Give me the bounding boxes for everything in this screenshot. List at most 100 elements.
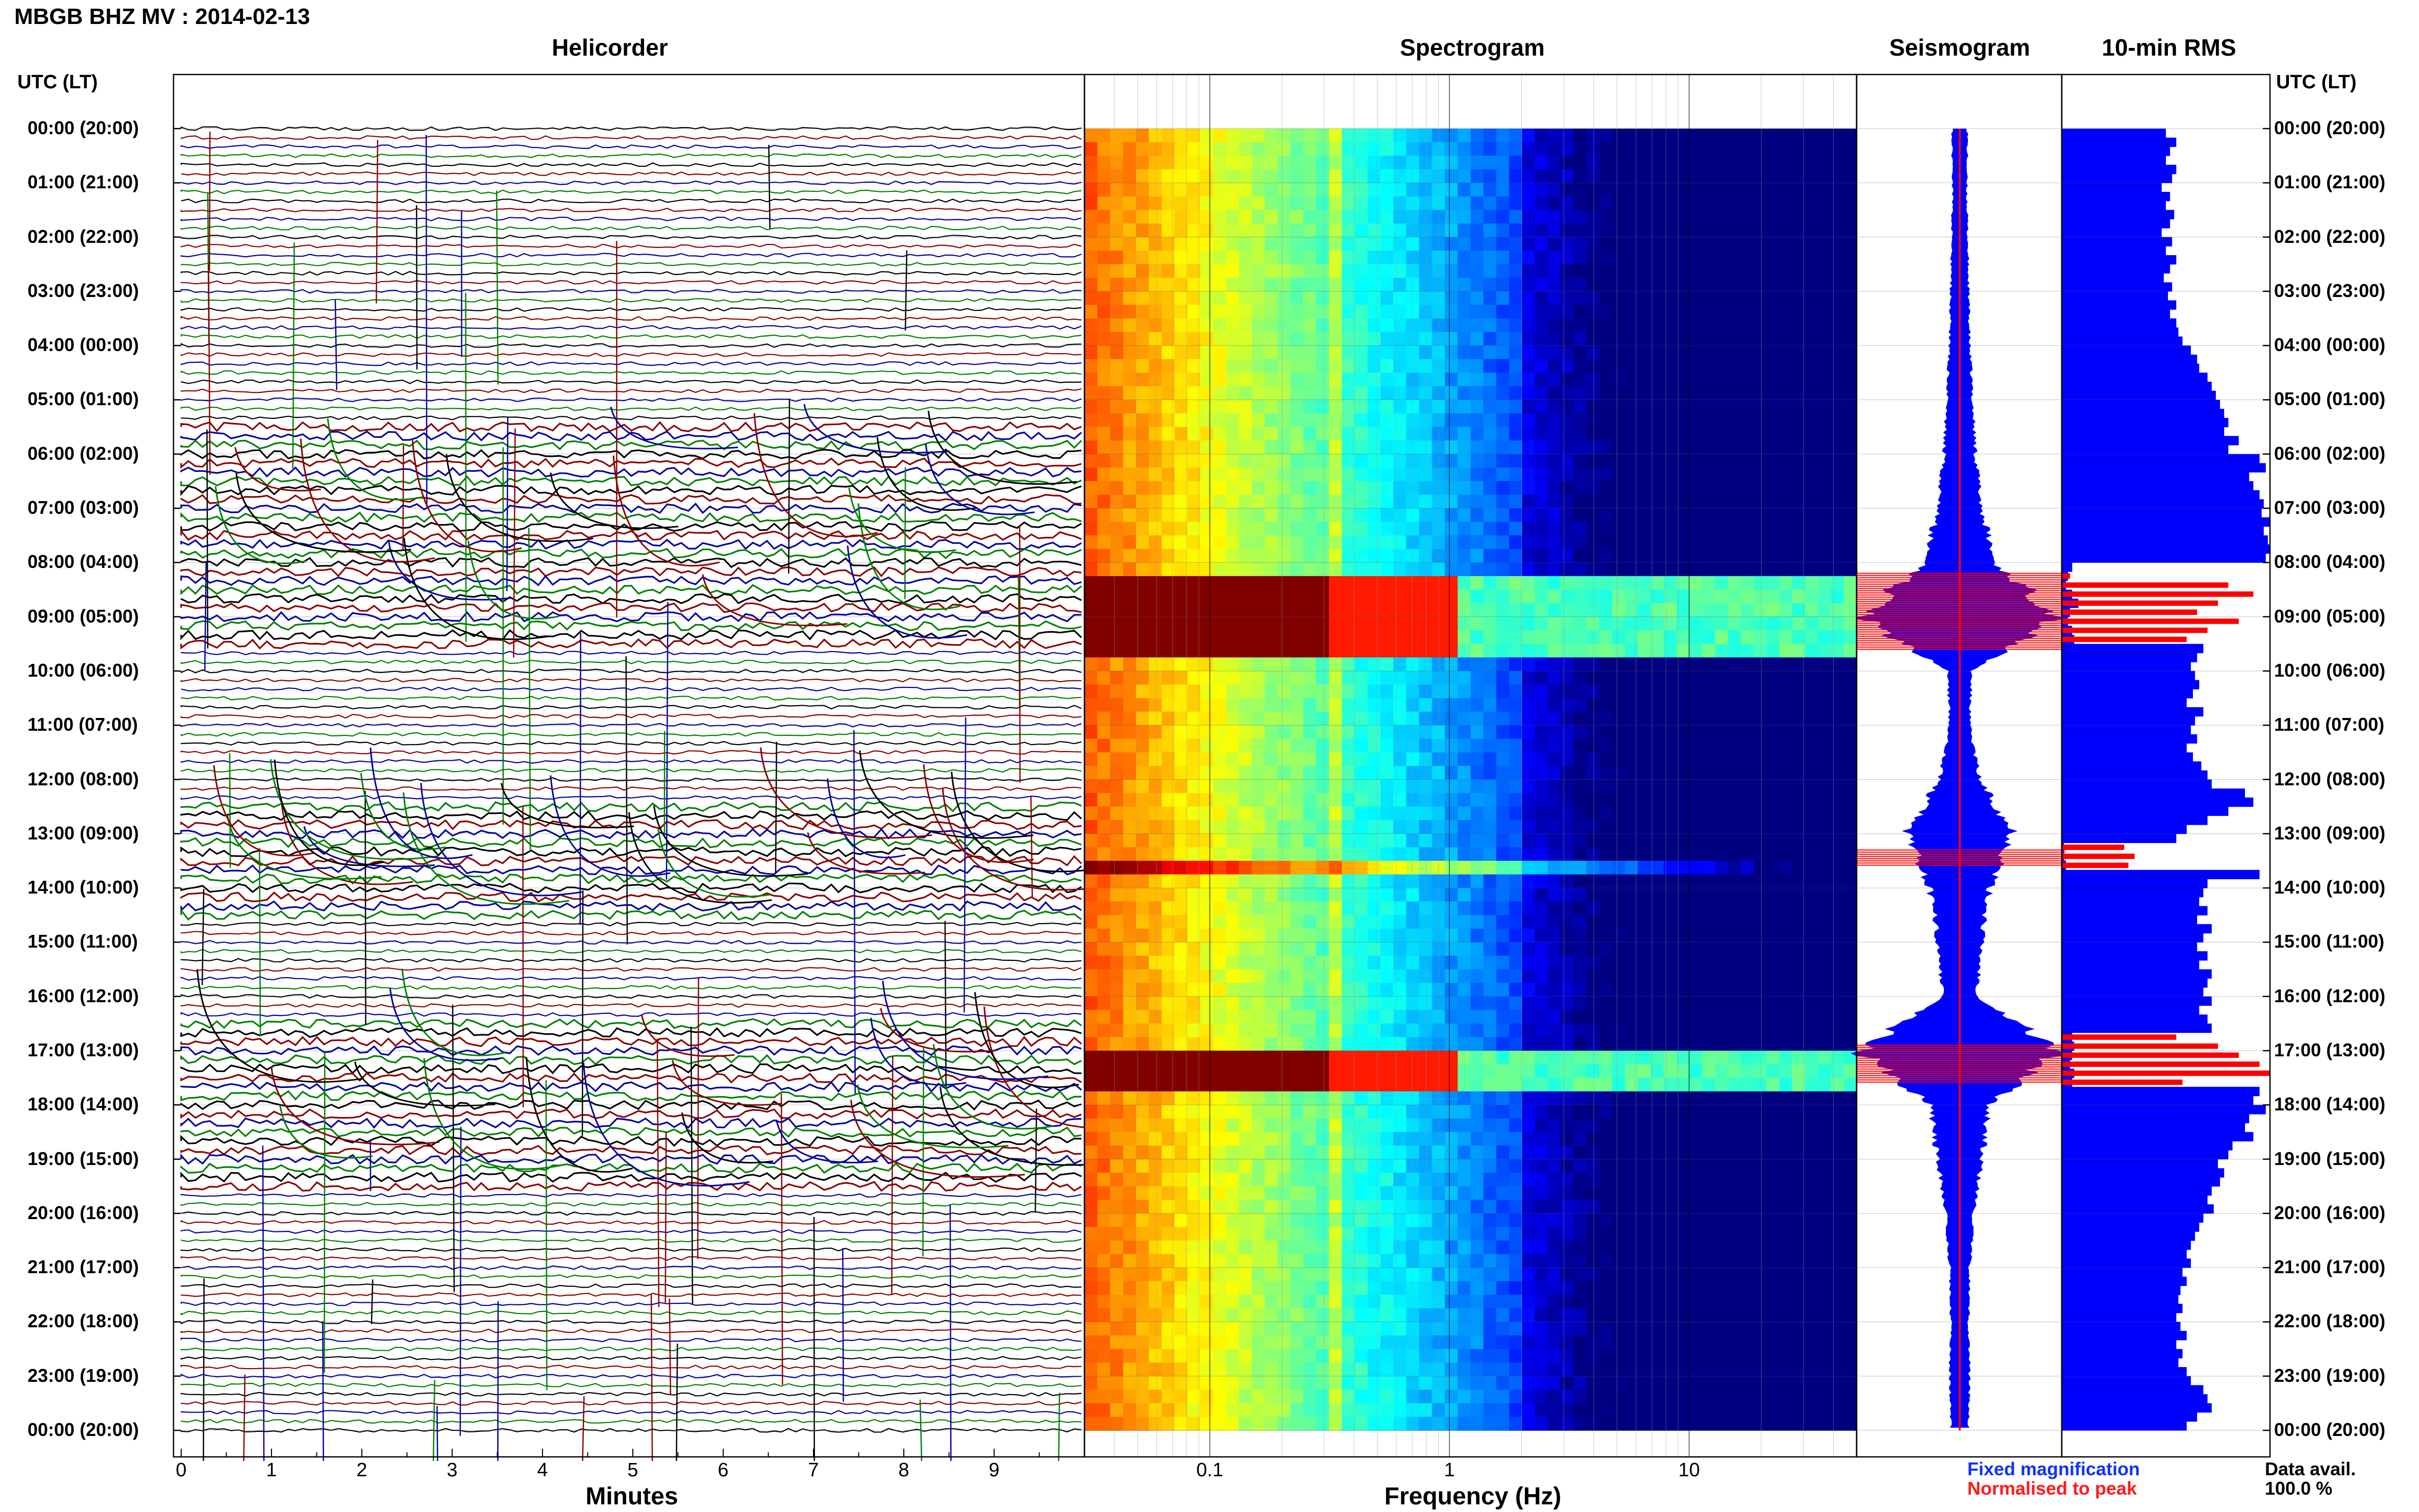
spectrogram-cell (1277, 440, 1291, 455)
spectrogram-cell (1663, 427, 1677, 441)
spectrogram-cell (1149, 224, 1163, 238)
spectrogram-cell (1084, 711, 1098, 726)
spectrogram-cell (1831, 562, 1844, 577)
spectrogram-cell (1265, 494, 1278, 509)
spectrogram-cell (1290, 942, 1304, 956)
spectrogram-cell (1741, 522, 1755, 536)
spectrogram-cell (1393, 820, 1407, 834)
spectrogram-cell (1265, 345, 1278, 360)
spectrogram-cell (1612, 400, 1625, 414)
spectrogram-cell (1187, 427, 1201, 441)
spectrogram-cell (1458, 522, 1471, 536)
spectrogram-cell (1676, 1078, 1690, 1092)
spectrogram-cell (1406, 440, 1420, 455)
spectrogram-cell (1226, 318, 1240, 333)
spectrogram-cell (1174, 983, 1188, 997)
spectrogram-cell (1367, 793, 1381, 807)
spectrogram-cell (1406, 237, 1420, 251)
spectrogram-cell (1149, 264, 1163, 279)
spectrogram-cell (1200, 1118, 1214, 1133)
spectrogram-cell (1354, 1037, 1368, 1051)
spectrogram-cell (1547, 820, 1561, 834)
spectrogram-cell (1419, 576, 1433, 590)
spectrogram-cell (1599, 942, 1613, 956)
spectrogram-cell (1136, 210, 1149, 224)
helicorder-event-trace (939, 1086, 1116, 1166)
spectrogram-cell (1174, 833, 1188, 848)
spectrogram-cell (1290, 1091, 1304, 1106)
spectrogram-cell (1561, 657, 1574, 672)
spectrogram-cell (1638, 291, 1651, 306)
spectrogram-cell (1741, 643, 1755, 658)
helicorder-trace (180, 421, 1082, 433)
spectrogram-cell (1779, 1037, 1793, 1051)
spectrogram-cell (1509, 169, 1523, 184)
spectrogram-cell (1290, 1105, 1304, 1119)
spectrogram-cell (1123, 1078, 1137, 1092)
spectrogram-cell (1689, 156, 1703, 170)
spectrogram-cell (1123, 454, 1137, 468)
spectrogram-cell (1715, 400, 1729, 414)
spectrogram-cell (1445, 508, 1459, 523)
helicorder-trace (180, 1134, 1082, 1147)
spectrogram-cell (1393, 657, 1407, 672)
spectrogram-cell (1547, 833, 1561, 848)
spectrogram-cell (1702, 1146, 1716, 1160)
spectrogram-cell (1200, 318, 1214, 333)
spectrogram-cell (1277, 833, 1291, 848)
spectrogram-cell (1251, 942, 1265, 956)
spectrogram-cell (1367, 494, 1381, 509)
spectrogram-cell (1496, 630, 1510, 645)
spectrogram-cell (1676, 183, 1690, 197)
spectrogram-cell (1445, 1159, 1459, 1173)
spectrogram-cell (1586, 684, 1600, 699)
spectrogram-cell (1625, 264, 1639, 279)
spectrogram-cell (1663, 901, 1677, 916)
spectrogram-cell (1187, 1105, 1201, 1119)
spectrogram-cell (1754, 725, 1767, 739)
spectrogram-cell (1470, 928, 1484, 943)
spectrogram-cell (1805, 210, 1819, 224)
spectrogram-cell (1573, 467, 1587, 482)
spectrogram-cell (1650, 481, 1664, 495)
spectrogram-cell (1445, 522, 1459, 536)
spectrogram-cell (1586, 1118, 1600, 1133)
spectrogram-cell (1779, 711, 1793, 726)
spectrogram-cell (1573, 725, 1587, 739)
spectrogram-cell (1470, 549, 1484, 563)
spectrogram-cell (1470, 535, 1484, 550)
spectrogram-cell (1650, 359, 1664, 374)
spectrogram-cell (1612, 508, 1625, 523)
spectrogram-cell (1265, 183, 1278, 197)
spectrogram-cell (1290, 874, 1304, 888)
spectrogram-cell (1727, 955, 1741, 970)
spectrogram-cell (1702, 996, 1716, 1011)
spectrogram-cell (1805, 671, 1819, 685)
spectrogram-cell (1187, 1159, 1201, 1173)
spectrogram-cell (1843, 589, 1857, 604)
spectrogram-cell (1110, 779, 1124, 794)
spectrogram-cell (1715, 603, 1729, 617)
spectrogram-cell (1174, 874, 1188, 888)
spectrogram-cell (1741, 888, 1755, 902)
spectrogram-cell (1226, 589, 1240, 604)
spectrogram-cell (1831, 156, 1844, 170)
spectrogram-cell (1187, 671, 1201, 685)
spectrogram-cell (1213, 901, 1227, 916)
spectrogram-cell (1483, 373, 1497, 387)
spectrogram-cell (1213, 332, 1227, 346)
spectrogram-cell (1573, 481, 1587, 495)
spectrogram-cell (1779, 983, 1793, 997)
spectrogram-cell (1380, 345, 1394, 360)
spectrogram-cell (1483, 359, 1497, 374)
spectrogram-cell (1123, 955, 1137, 970)
spectrogram-cell (1342, 779, 1355, 794)
spectrogram-cell (1779, 535, 1793, 550)
spectrogram-cell (1265, 833, 1278, 848)
spectrogram-cell (1458, 196, 1471, 211)
spectrogram-cell (1754, 576, 1767, 590)
spectrogram-cell (1290, 1078, 1304, 1092)
spectrogram-cell (1599, 833, 1613, 848)
spectrogram-cell (1689, 603, 1703, 617)
spectrogram-cell (1342, 467, 1355, 482)
